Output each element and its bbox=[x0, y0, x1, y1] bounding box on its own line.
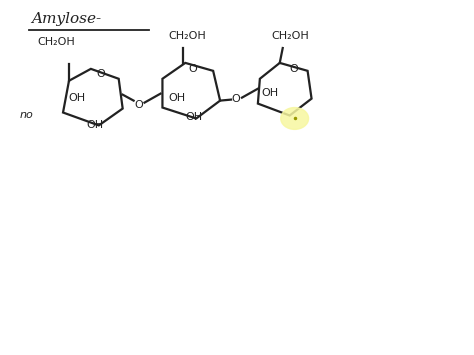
Text: O: O bbox=[188, 64, 197, 74]
Text: O: O bbox=[289, 64, 298, 74]
Text: O: O bbox=[134, 99, 143, 110]
Text: OH: OH bbox=[86, 120, 103, 130]
Ellipse shape bbox=[281, 108, 309, 129]
Text: OH: OH bbox=[168, 93, 185, 103]
Text: no: no bbox=[19, 110, 33, 120]
Text: OH: OH bbox=[185, 113, 202, 122]
Text: CH₂OH: CH₂OH bbox=[272, 31, 310, 41]
Text: O: O bbox=[232, 94, 240, 104]
Text: OH: OH bbox=[68, 93, 85, 103]
Text: OH: OH bbox=[262, 88, 279, 98]
Text: CH₂OH: CH₂OH bbox=[37, 37, 75, 47]
Text: Amylose-: Amylose- bbox=[31, 12, 101, 26]
Text: O: O bbox=[96, 69, 105, 79]
Text: CH₂OH: CH₂OH bbox=[168, 31, 206, 41]
